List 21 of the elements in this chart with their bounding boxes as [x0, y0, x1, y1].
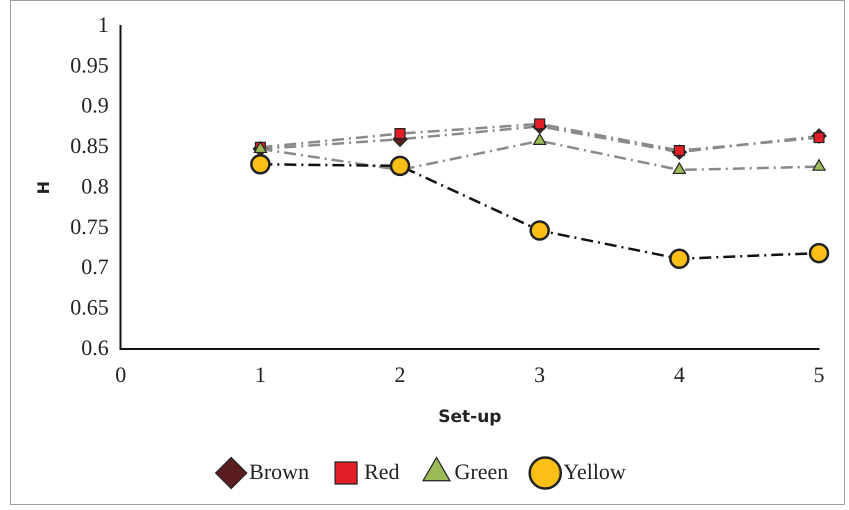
- y-tick-label: 0.6: [81, 334, 109, 360]
- x-tick-label: 2: [394, 362, 406, 388]
- x-tick-label: 1: [254, 362, 266, 388]
- y-tick-label: 0.7: [81, 254, 109, 280]
- x-tick-label: 4: [674, 362, 685, 388]
- x-tick-label: 5: [814, 362, 824, 388]
- legend-label: Red: [364, 458, 400, 484]
- y-tick-label: 0.85: [70, 133, 109, 158]
- legend-label: Yellow: [563, 458, 626, 484]
- y-tick-label: 0.9: [81, 92, 109, 118]
- y-tick-label: 0.8: [81, 173, 109, 198]
- y-tick-label: 0.65: [70, 294, 109, 320]
- y-tick-label: 0.95: [70, 52, 109, 78]
- x-tick-label: 3: [534, 362, 546, 388]
- legend-label: Brown: [249, 458, 310, 484]
- y-tick-label: 1: [98, 12, 109, 37]
- x-tick-label: 0: [115, 362, 126, 388]
- legend-label: Green: [454, 458, 508, 484]
- x-axis-title: Set-up: [438, 407, 502, 428]
- y-axis-title: H: [34, 181, 53, 194]
- y-tick-label: 0.75: [70, 214, 109, 239]
